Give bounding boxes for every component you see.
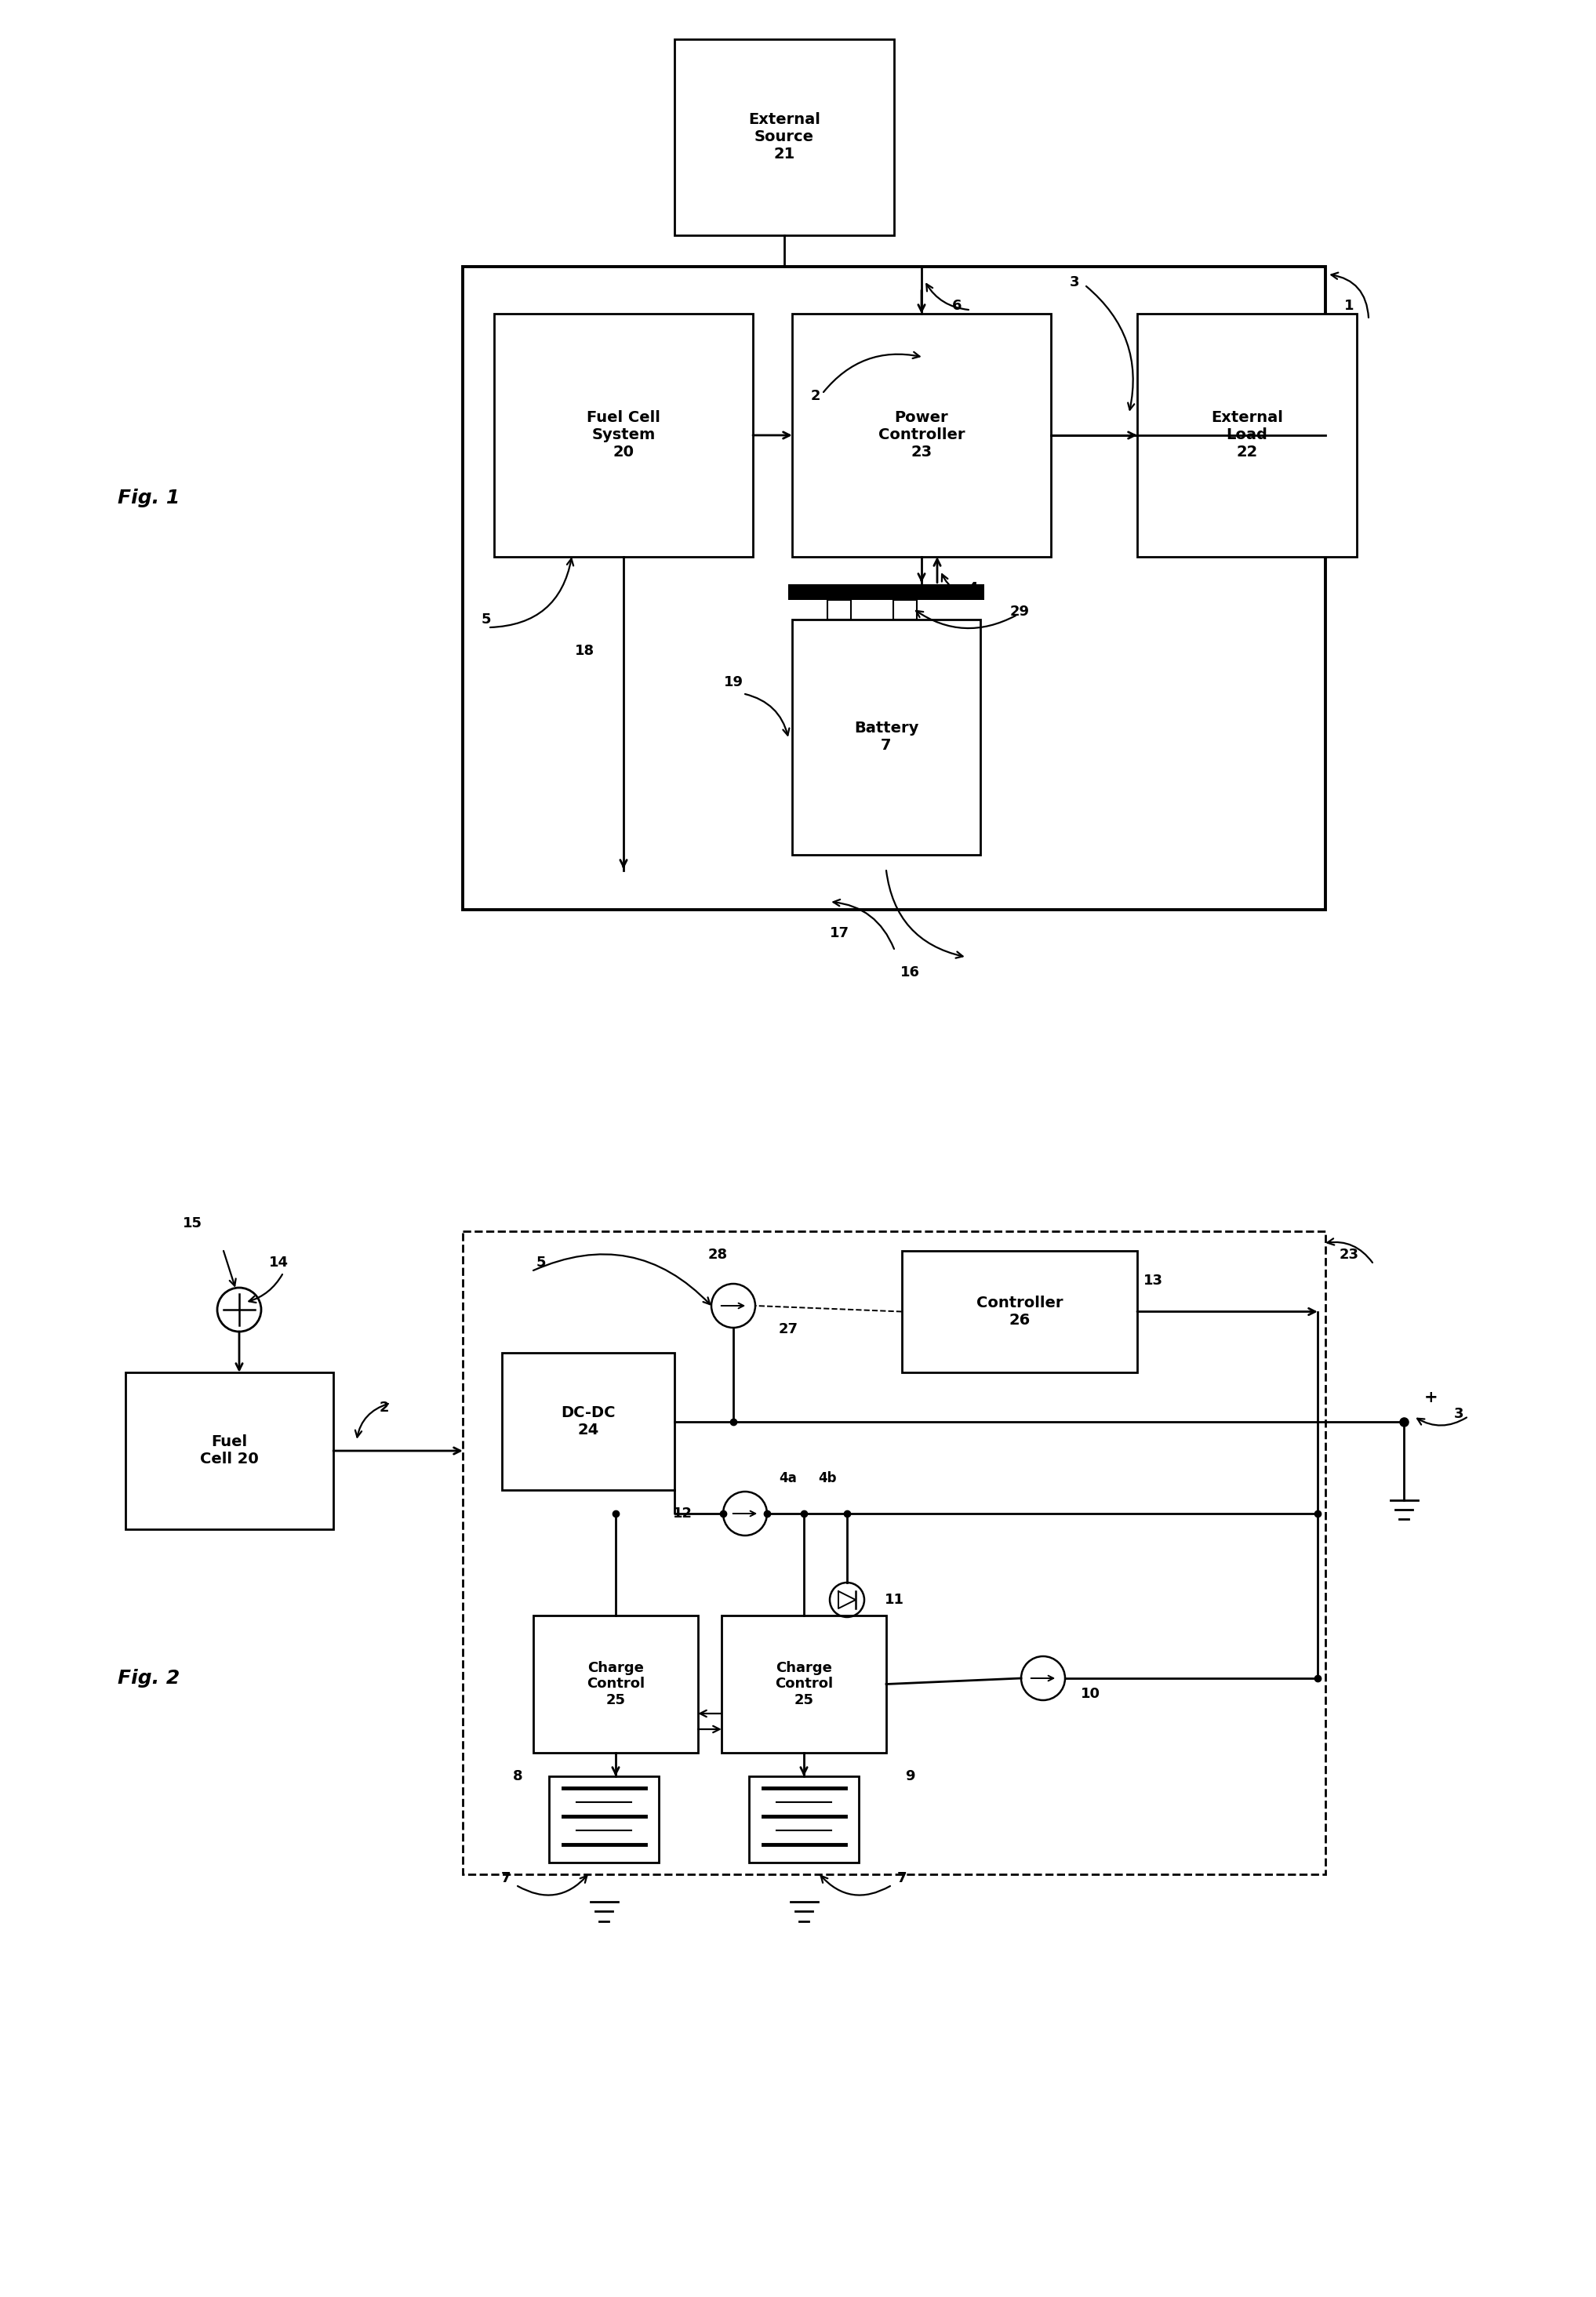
Text: Charge
Control
25: Charge Control 25 <box>587 1661 645 1707</box>
Bar <box>792 315 1050 556</box>
Text: Power
Controller
23: Power Controller 23 <box>878 411 966 459</box>
Text: 4b: 4b <box>819 1470 836 1486</box>
Text: 11: 11 <box>884 1592 903 1608</box>
Text: 2: 2 <box>380 1401 389 1415</box>
Bar <box>463 1231 1325 1874</box>
Text: 7: 7 <box>501 1872 511 1886</box>
Text: +: + <box>1424 1390 1438 1406</box>
Text: 15: 15 <box>182 1217 203 1231</box>
Text: DC-DC
24: DC-DC 24 <box>560 1406 616 1438</box>
Bar <box>902 1252 1138 1371</box>
Text: 12: 12 <box>672 1507 693 1521</box>
Text: Fuel
Cell 20: Fuel Cell 20 <box>200 1436 259 1468</box>
Bar <box>894 600 916 620</box>
Bar <box>721 1615 886 1753</box>
Text: 8: 8 <box>512 1769 522 1782</box>
Text: Fuel Cell
System
20: Fuel Cell System 20 <box>587 411 661 459</box>
Bar <box>749 1776 859 1863</box>
Bar <box>827 600 851 620</box>
Text: 7: 7 <box>897 1872 907 1886</box>
Text: 28: 28 <box>707 1247 728 1261</box>
Text: Charge
Control
25: Charge Control 25 <box>774 1661 833 1707</box>
Bar <box>463 266 1325 910</box>
Text: 23: 23 <box>1339 1247 1358 1261</box>
Bar <box>675 39 894 234</box>
Text: External
Load
22: External Load 22 <box>1211 411 1283 459</box>
Text: 29: 29 <box>1010 604 1029 618</box>
Text: 1: 1 <box>1344 299 1353 312</box>
Text: 2: 2 <box>811 388 820 402</box>
Text: 3: 3 <box>1069 276 1079 289</box>
Bar <box>1138 315 1357 556</box>
Text: 17: 17 <box>830 926 849 939</box>
Text: Battery
7: Battery 7 <box>854 721 919 753</box>
Text: 16: 16 <box>900 965 919 979</box>
Text: 27: 27 <box>779 1323 798 1337</box>
Text: 10: 10 <box>1080 1686 1100 1702</box>
Bar <box>533 1615 697 1753</box>
Bar <box>495 315 753 556</box>
Text: 14: 14 <box>268 1256 289 1270</box>
Bar <box>501 1353 675 1491</box>
Text: 3: 3 <box>1454 1406 1464 1420</box>
Text: 4: 4 <box>967 581 977 595</box>
Bar <box>788 583 985 600</box>
Text: Fig. 1: Fig. 1 <box>118 489 180 508</box>
Text: 19: 19 <box>723 675 744 689</box>
Text: 5: 5 <box>536 1256 546 1270</box>
Text: 13: 13 <box>1143 1273 1163 1286</box>
Text: 9: 9 <box>905 1769 915 1782</box>
Text: Controller
26: Controller 26 <box>977 1296 1063 1328</box>
Bar <box>126 1371 334 1530</box>
Bar <box>792 620 980 854</box>
Text: 18: 18 <box>575 643 595 657</box>
Text: External
Source
21: External Source 21 <box>749 113 820 163</box>
Bar <box>549 1776 659 1863</box>
Text: Fig. 2: Fig. 2 <box>118 1670 180 1688</box>
Text: 6: 6 <box>951 299 962 312</box>
Text: 5: 5 <box>482 613 492 627</box>
Text: 4a: 4a <box>779 1470 796 1486</box>
